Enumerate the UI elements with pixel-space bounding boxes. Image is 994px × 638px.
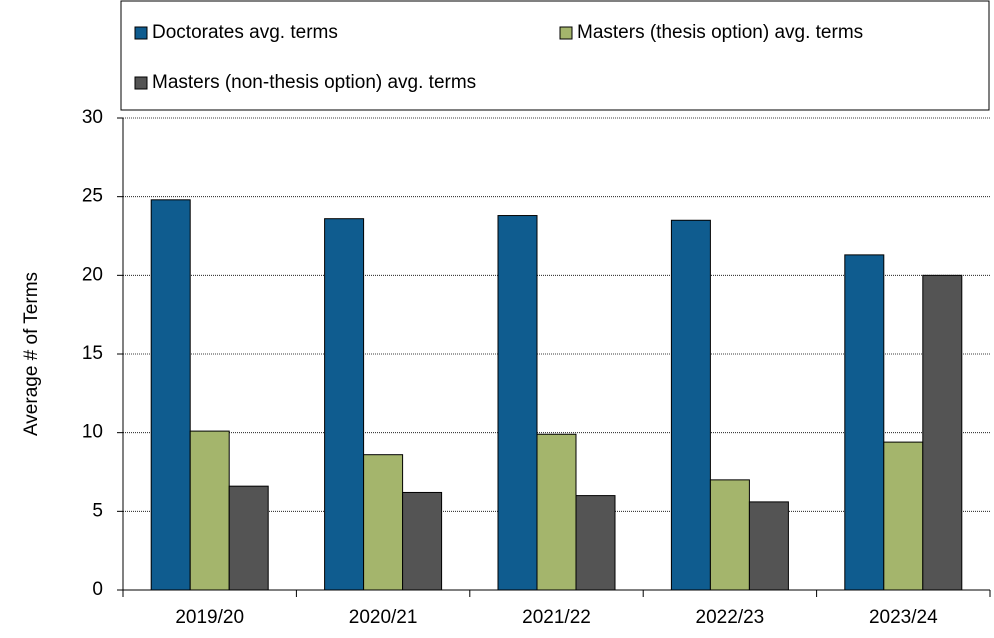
legend-swatch xyxy=(559,26,573,40)
y-tick-label: 0 xyxy=(92,579,103,600)
bar xyxy=(228,485,269,591)
y-tick-label: 25 xyxy=(82,186,103,207)
y-tick-label: 15 xyxy=(82,343,103,364)
bar xyxy=(189,430,230,591)
bar xyxy=(844,254,885,591)
x-tick-label: 2020/21 xyxy=(349,607,418,628)
bar xyxy=(497,215,538,591)
bar xyxy=(363,454,404,591)
x-tick-label: 2021/22 xyxy=(522,607,591,628)
y-axis-label: Average # of Terms xyxy=(21,272,42,436)
x-tick-label: 2019/20 xyxy=(175,607,244,628)
legend-label: Masters (non-thesis option) avg. terms xyxy=(152,72,476,93)
legend-swatch xyxy=(134,26,148,40)
bar xyxy=(536,433,577,591)
bar xyxy=(324,218,365,591)
legend-label: Doctorates avg. terms xyxy=(152,22,338,43)
bar xyxy=(670,219,711,591)
y-tick-label: 5 xyxy=(92,500,103,521)
legend-label: Masters (thesis option) avg. terms xyxy=(577,22,863,43)
bar xyxy=(883,441,924,591)
bar xyxy=(575,495,616,591)
x-tick-label: 2023/24 xyxy=(869,607,938,628)
y-tick-label: 10 xyxy=(82,422,103,443)
y-tick-label: 20 xyxy=(82,264,103,285)
legend-swatch xyxy=(134,76,148,90)
y-tick-label: 30 xyxy=(82,107,103,128)
bar xyxy=(402,491,443,591)
legend-box xyxy=(120,0,990,111)
bar xyxy=(709,479,750,591)
bar xyxy=(922,274,963,591)
bar xyxy=(150,199,191,591)
bar xyxy=(748,501,789,591)
x-tick-label: 2022/23 xyxy=(696,607,765,628)
